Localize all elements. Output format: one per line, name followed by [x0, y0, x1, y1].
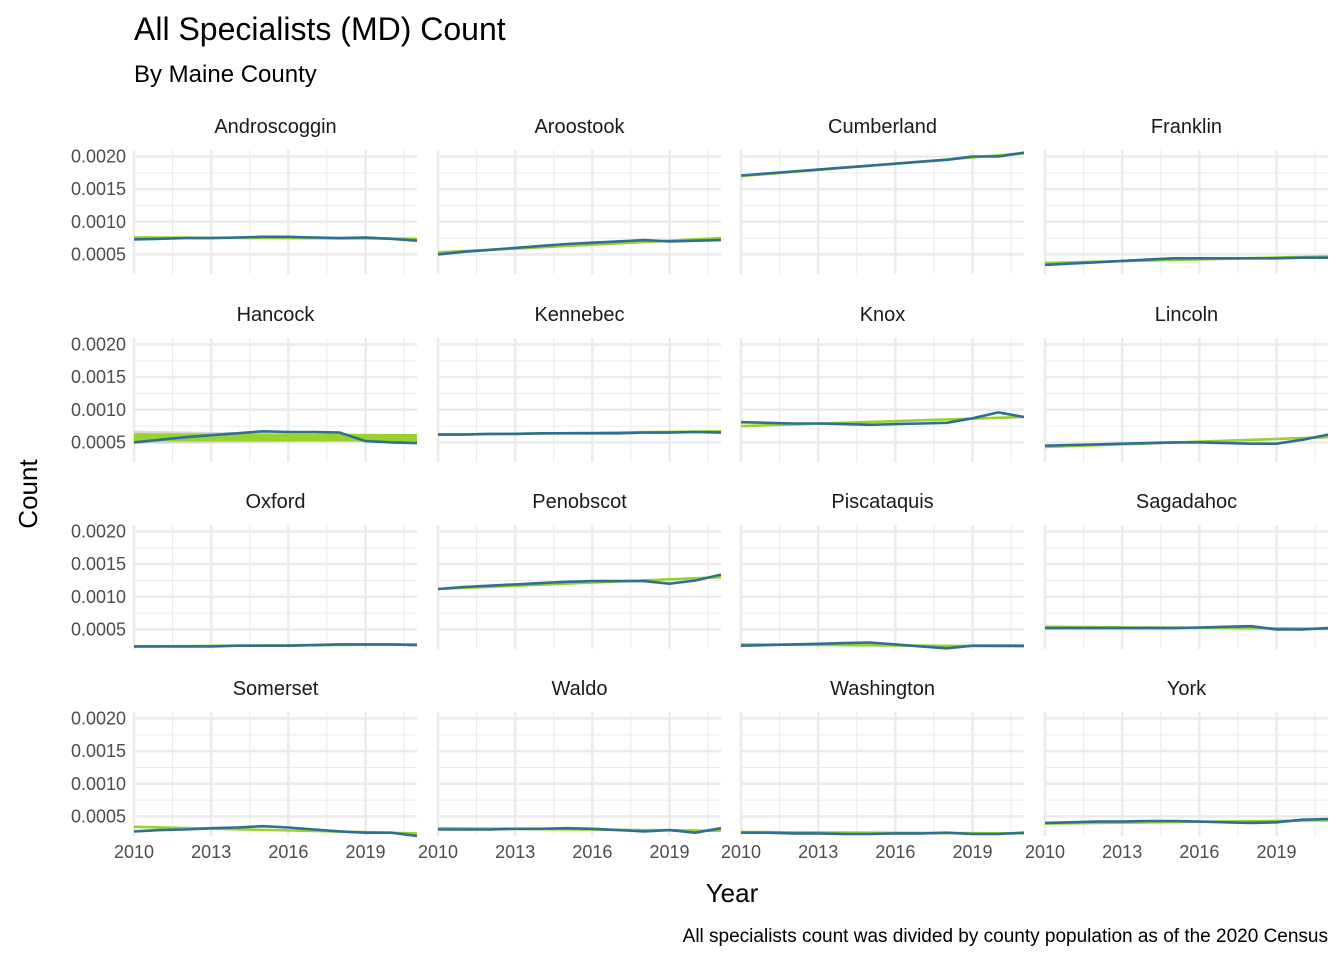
- x-tick-label: 2016: [268, 842, 308, 862]
- y-tick-label: 0.0005: [71, 806, 126, 826]
- facet-label: Penobscot: [532, 491, 627, 513]
- series-line: [740, 151, 1025, 177]
- facet-label: Androscoggin: [214, 116, 336, 138]
- facet-label: Franklin: [1151, 116, 1222, 138]
- facet-panel: Lincoln: [1043, 304, 1329, 462]
- x-tick-label: 2016: [875, 842, 915, 862]
- series-line: [740, 411, 1025, 427]
- series-line: [1044, 433, 1329, 447]
- facet-panel: Hancock 0.0005 0.0010 0.0015 0.0020: [71, 304, 418, 462]
- x-tick-label: 2013: [191, 842, 231, 862]
- facet-panel: Aroostook: [436, 116, 722, 274]
- x-tick-label: 2019: [953, 842, 993, 862]
- facet-panel: Somerset 0.0005 0.0010 0.0015 0.0020 2010 2013…: [71, 678, 418, 862]
- facet-panel: Piscataquis: [739, 491, 1024, 650]
- y-tick-label: 0.0015: [71, 741, 126, 761]
- facet-label: Aroostook: [534, 116, 625, 138]
- series-line: [437, 573, 722, 591]
- x-tick-label: 2013: [495, 842, 535, 862]
- chart-title: All Specialists (MD) Count: [134, 11, 506, 47]
- facet-label: Kennebec: [534, 304, 624, 326]
- y-tick-label: 0.0020: [71, 335, 126, 355]
- series-line: [133, 235, 418, 242]
- series-line: [1045, 624, 1329, 631]
- trend-line: [438, 575, 721, 591]
- facet-panel: Knox: [739, 304, 1025, 462]
- facet-panel: Oxford 0.0005 0.0010 0.0015 0.0020: [71, 491, 418, 649]
- facet-panel: Androscoggin 0.0005 0.0010 0.0015 0.0020: [71, 116, 418, 274]
- series-line: [741, 831, 1025, 836]
- facet-panel: Washington 2010 2013 2016 2019: [721, 678, 1025, 862]
- facet-label: Oxford: [245, 491, 305, 513]
- x-tick-label: 2016: [1179, 842, 1219, 862]
- facet-label: York: [1167, 678, 1207, 700]
- facet-panel: Penobscot: [436, 491, 722, 649]
- y-tick-label: 0.0015: [71, 554, 126, 574]
- y-tick-label: 0.0010: [71, 400, 126, 420]
- y-axis-label: Count: [13, 459, 43, 529]
- x-tick-label: 2010: [418, 842, 458, 862]
- facet-panel: York 2010 2013 2016 2019: [1025, 678, 1329, 862]
- y-tick-label: 0.0015: [71, 179, 126, 199]
- x-axis-label: Year: [706, 878, 759, 908]
- facet-panel: Franklin: [1043, 116, 1328, 274]
- x-tick-label: 2013: [798, 842, 838, 862]
- y-tick-label: 0.0015: [71, 367, 126, 387]
- facet-panel: Sagadahoc: [1043, 491, 1329, 649]
- x-tick-label: 2013: [1102, 842, 1142, 862]
- facet-grid: Androscoggin 0.0005 0.0010 0.0015 0.0020 Aroo…: [71, 116, 1329, 862]
- chart-caption: All specialists count was divided by cou…: [683, 926, 1328, 947]
- y-tick-label: 0.0010: [71, 212, 126, 232]
- facet-label: Hancock: [237, 304, 316, 326]
- facet-label: Cumberland: [828, 116, 937, 138]
- series-line: [437, 238, 722, 256]
- facet-panel: Cumberland: [739, 116, 1025, 274]
- series-line: [438, 430, 722, 436]
- chart-subtitle: By Maine County: [134, 61, 317, 88]
- facet-panel: Waldo 2010 2013 2016 2019: [418, 678, 722, 862]
- series-line: [133, 824, 418, 838]
- facet-label: Sagadahoc: [1136, 491, 1237, 513]
- y-tick-label: 0.0010: [71, 774, 126, 794]
- facet-label: Knox: [860, 304, 906, 326]
- series-line: [740, 641, 1024, 650]
- series-line: [133, 430, 418, 445]
- y-tick-label: 0.0005: [71, 244, 126, 264]
- series-line: [438, 826, 722, 834]
- x-tick-label: 2010: [721, 842, 761, 862]
- facet-label: Waldo: [552, 678, 608, 700]
- facet-panel: Kennebec: [436, 304, 722, 462]
- y-tick-label: 0.0005: [71, 432, 126, 452]
- facet-label: Washington: [830, 678, 935, 700]
- x-tick-label: 2019: [1257, 842, 1297, 862]
- y-tick-label: 0.0005: [71, 619, 126, 639]
- x-tick-label: 2019: [650, 842, 690, 862]
- x-tick-label: 2019: [346, 842, 386, 862]
- y-tick-label: 0.0020: [71, 147, 126, 167]
- y-tick-label: 0.0020: [71, 522, 126, 542]
- x-tick-label: 2016: [572, 842, 612, 862]
- x-tick-label: 2010: [1025, 842, 1065, 862]
- y-tick-label: 0.0020: [71, 709, 126, 729]
- series-line: [1044, 817, 1329, 825]
- series-line: [134, 643, 418, 648]
- facet-label: Somerset: [233, 678, 319, 700]
- facet-label: Lincoln: [1155, 304, 1218, 326]
- x-tick-label: 2010: [114, 842, 154, 862]
- series-line: [1044, 256, 1328, 267]
- y-tick-label: 0.0010: [71, 587, 126, 607]
- facet-label: Piscataquis: [831, 491, 933, 513]
